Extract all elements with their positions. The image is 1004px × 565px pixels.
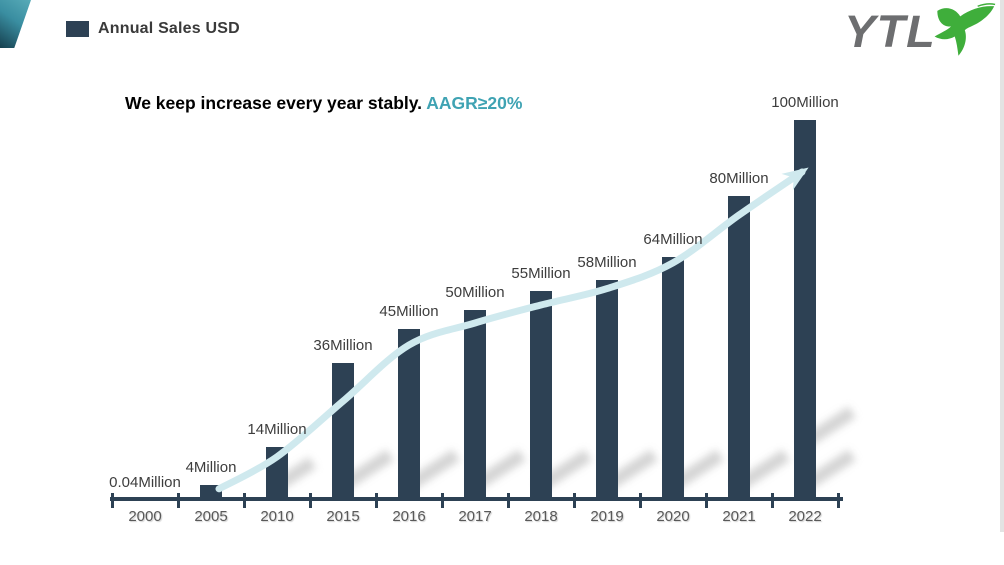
x-axis-label-2018: 2018: [524, 508, 558, 525]
x-axis-label-2015: 2015: [326, 508, 360, 525]
bar-2022: [794, 120, 816, 500]
x-axis-tick: [771, 493, 774, 508]
chart-legend: Annual Sales USD: [66, 20, 240, 38]
bar-value-label-2020: 64Million: [643, 230, 703, 248]
bar-2020: [662, 256, 684, 500]
x-axis-tick: [441, 493, 444, 508]
legend-swatch: [66, 21, 89, 37]
bar-2018: [530, 291, 552, 500]
bar-2005: [200, 484, 222, 500]
x-axis-label-2016: 2016: [392, 508, 426, 525]
x-axis-tick: [111, 493, 114, 508]
bar-value-label-2005: 4Million: [185, 458, 237, 476]
x-axis-label-2020: 2020: [656, 508, 690, 525]
x-axis-label-2005: 2005: [194, 508, 228, 525]
bar-value-label-2010: 14Million: [247, 420, 307, 438]
x-axis-label-2021: 2021: [722, 508, 756, 525]
bar-value-label-2019: 58Million: [577, 253, 637, 271]
x-axis-tick: [507, 493, 510, 508]
x-axis-tick: [177, 493, 180, 508]
x-axis-label-2019: 2019: [590, 508, 624, 525]
x-axis-label-2000: 2000: [128, 508, 162, 525]
x-axis-tick: [309, 493, 312, 508]
bar-value-label-2017: 50Million: [445, 284, 505, 301]
logo-text: YTL: [844, 6, 936, 57]
x-axis-label-2017: 2017: [458, 508, 492, 525]
bar-value-label-2016: 45Million: [379, 303, 439, 320]
x-axis-tick: [243, 493, 246, 508]
slide-title: We keep increase every year stably. AAGR…: [125, 93, 522, 114]
bird-logo-icon: [934, 3, 996, 56]
bar-2010: [266, 446, 288, 500]
x-axis-label-2022: 2022: [788, 508, 822, 525]
bar-2021: [728, 196, 750, 500]
bar-value-label-2000: 0.04Million: [109, 473, 181, 491]
x-axis-tick: [375, 493, 378, 508]
bar-value-label-2021: 80Million: [709, 170, 769, 187]
legend-label: Annual Sales USD: [98, 20, 240, 37]
title-main: We keep increase every year stably.: [125, 93, 427, 113]
x-axis-tick: [573, 493, 576, 508]
x-axis-tick: [837, 493, 840, 508]
bar-2015: [332, 363, 354, 500]
bar-value-label-2018: 55Million: [511, 265, 571, 282]
bar-value-label-2015: 36Million: [313, 337, 373, 355]
bar-2017: [464, 310, 486, 500]
x-axis-label-2010: 2010: [260, 508, 294, 525]
bar-value-label-2022: 100Million: [771, 94, 839, 111]
company-logo: YTL: [844, 3, 996, 60]
x-axis-tick: [639, 493, 642, 508]
right-edge-strip: [1000, 0, 1004, 532]
bar-2016: [398, 329, 420, 500]
bar-2019: [596, 279, 618, 500]
title-highlight: AAGR≥20%: [426, 93, 523, 113]
x-axis-tick: [705, 493, 708, 508]
